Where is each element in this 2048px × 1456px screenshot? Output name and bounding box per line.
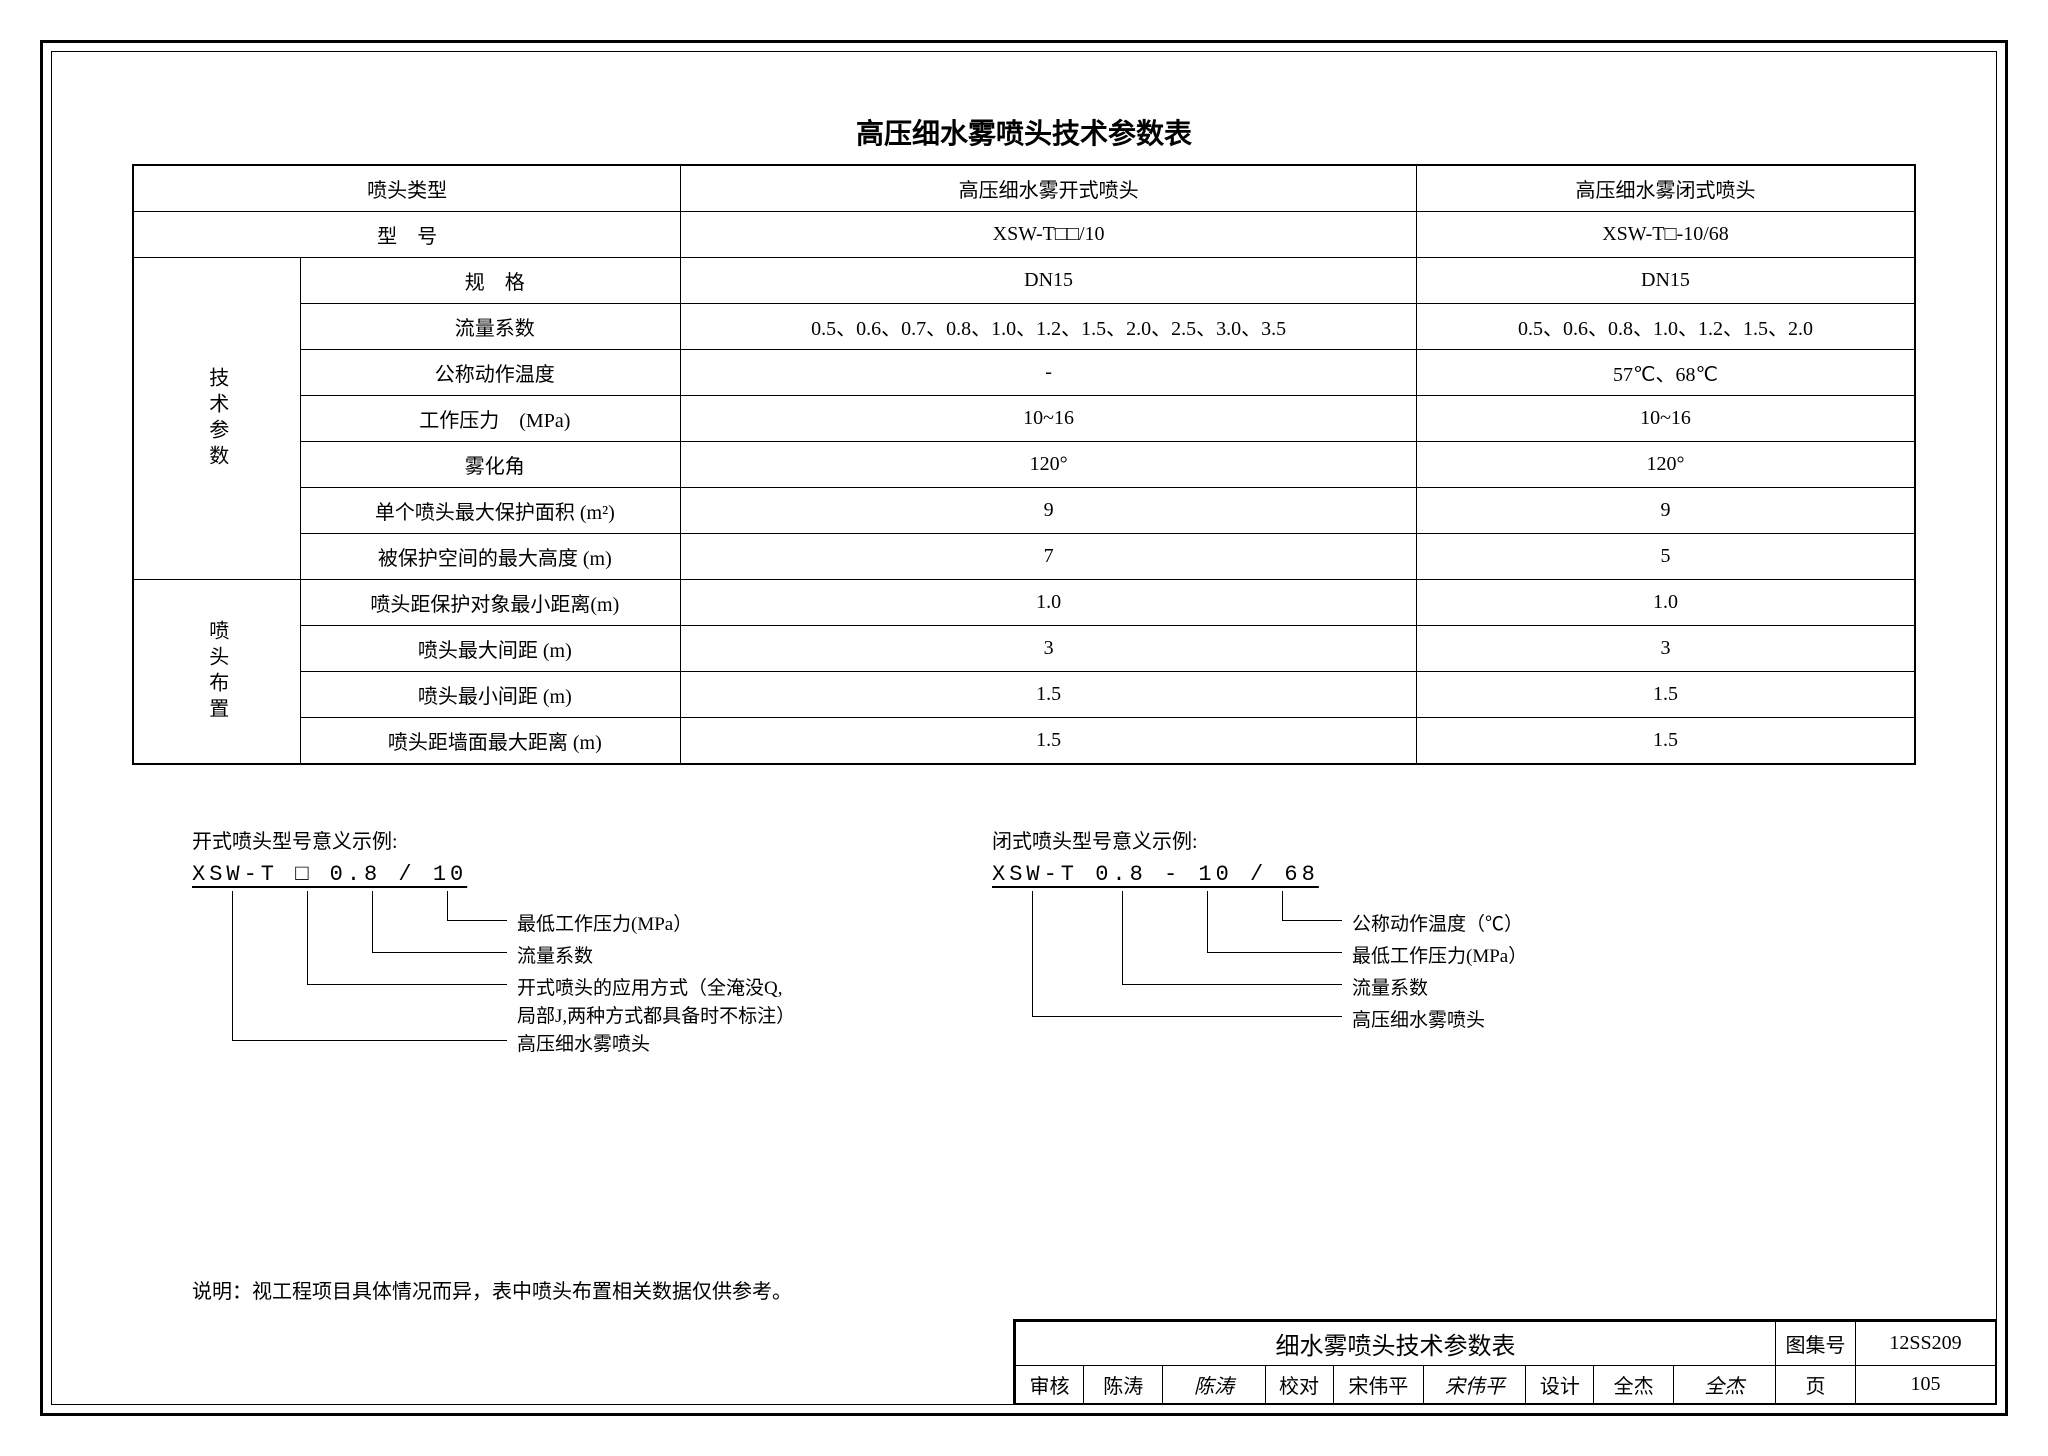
table-row: 喷头类型 高压细水雾开式喷头 高压细水雾闭式喷头 bbox=[133, 165, 1915, 212]
cell: 1.5 bbox=[1417, 718, 1916, 765]
table-row: 公称动作温度 - 57℃、68℃ bbox=[133, 350, 1915, 396]
row-label: 公称动作温度 bbox=[301, 350, 681, 396]
cell: 7 bbox=[681, 534, 1417, 580]
inner-frame: 高压细水雾喷头技术参数表 喷头类型 高压细水雾开式喷头 高压细水雾闭式喷头 型 … bbox=[51, 51, 1997, 1405]
document-title: 高压细水雾喷头技术参数表 bbox=[132, 112, 1916, 152]
table-row: 被保护空间的最大高度 (m) 7 5 bbox=[133, 534, 1915, 580]
cell: DN15 bbox=[1417, 258, 1916, 304]
table-row: 工作压力 (MPa) 10~16 10~16 bbox=[133, 396, 1915, 442]
table-row: 喷头布置 喷头距保护对象最小距离(m) 1.0 1.0 bbox=[133, 580, 1915, 626]
outer-frame: 高压细水雾喷头技术参数表 喷头类型 高压细水雾开式喷头 高压细水雾闭式喷头 型 … bbox=[40, 40, 2008, 1416]
leader-label: 高压细水雾喷头 bbox=[517, 1029, 650, 1056]
legend-closed-title: 闭式喷头型号意义示例: bbox=[992, 825, 1632, 854]
table-row: 喷头距墙面最大距离 (m) 1.5 1.5 bbox=[133, 718, 1915, 765]
tb-design-label: 设计 bbox=[1526, 1366, 1594, 1404]
tb-page-label: 页 bbox=[1776, 1366, 1856, 1404]
leader-label: 流量系数 bbox=[1352, 973, 1428, 1000]
legend-open: 开式喷头型号意义示例: XSW-T □ 0.8 / 10 最低工作压力(MPa）… bbox=[192, 825, 832, 1091]
cell: 3 bbox=[1417, 626, 1916, 672]
legend-closed: 闭式喷头型号意义示例: XSW-T 0.8 - 10 / 68 公称动作温度（℃… bbox=[992, 825, 1632, 1091]
leader-label: 最低工作压力(MPa） bbox=[517, 909, 692, 936]
cell: DN15 bbox=[681, 258, 1417, 304]
row-label: 被保护空间的最大高度 (m) bbox=[301, 534, 681, 580]
row-label: 工作压力 (MPa) bbox=[301, 396, 681, 442]
row-label: 单个喷头最大保护面积 (m²) bbox=[301, 488, 681, 534]
cell: 9 bbox=[681, 488, 1417, 534]
parameters-table: 喷头类型 高压细水雾开式喷头 高压细水雾闭式喷头 型 号 XSW-T□□/10 … bbox=[132, 164, 1916, 765]
leader-label: 开式喷头的应用方式（全淹没Q, bbox=[517, 973, 782, 1000]
tb-page-no: 105 bbox=[1856, 1366, 1996, 1404]
cell: 1.0 bbox=[681, 580, 1417, 626]
legend-closed-leaders: 公称动作温度（℃） 最低工作压力(MPa） 流量系数 高压细水雾喷头 bbox=[992, 891, 1632, 1091]
leader-label: 高压细水雾喷头 bbox=[1352, 1005, 1485, 1032]
group-nozzle-layout: 喷头布置 bbox=[133, 580, 301, 765]
header-model: 型 号 bbox=[133, 212, 681, 258]
row-label: 喷头距保护对象最小距离(m) bbox=[301, 580, 681, 626]
tb-sig3: 全杰 bbox=[1673, 1366, 1775, 1404]
row-label: 流量系数 bbox=[301, 304, 681, 350]
table-row: 单个喷头最大保护面积 (m²) 9 9 bbox=[133, 488, 1915, 534]
cell: 1.0 bbox=[1417, 580, 1916, 626]
tb-sig1: 陈涛 bbox=[1163, 1366, 1265, 1404]
cell: 3 bbox=[681, 626, 1417, 672]
row-label: 规 格 bbox=[301, 258, 681, 304]
model-open: XSW-T□□/10 bbox=[681, 212, 1417, 258]
cell: 1.5 bbox=[681, 718, 1417, 765]
tb-set-label: 图集号 bbox=[1776, 1322, 1856, 1366]
group-tech-params: 技术参数 bbox=[133, 258, 301, 580]
tb-check-label: 校对 bbox=[1265, 1366, 1333, 1404]
tb-sig2: 宋伟平 bbox=[1424, 1366, 1526, 1404]
header-closed: 高压细水雾闭式喷头 bbox=[1417, 165, 1916, 212]
header-nozzle-type: 喷头类型 bbox=[133, 165, 681, 212]
table-row: 流量系数 0.5、0.6、0.7、0.8、1.0、1.2、1.5、2.0、2.5… bbox=[133, 304, 1915, 350]
cell: 120° bbox=[681, 442, 1417, 488]
cell: 10~16 bbox=[1417, 396, 1916, 442]
cell: 10~16 bbox=[681, 396, 1417, 442]
row-label: 喷头最小间距 (m) bbox=[301, 672, 681, 718]
cell: 1.5 bbox=[1417, 672, 1916, 718]
tb-set-no: 12SS209 bbox=[1856, 1322, 1996, 1366]
legend-closed-code: XSW-T 0.8 - 10 / 68 bbox=[992, 862, 1632, 887]
cell: 1.5 bbox=[681, 672, 1417, 718]
legend-open-leaders: 最低工作压力(MPa） 流量系数 开式喷头的应用方式（全淹没Q, 局部J,两种方… bbox=[192, 891, 832, 1091]
table-row: 喷头最大间距 (m) 3 3 bbox=[133, 626, 1915, 672]
legend-area: 开式喷头型号意义示例: XSW-T □ 0.8 / 10 最低工作压力(MPa）… bbox=[132, 825, 1916, 1091]
legend-open-code: XSW-T □ 0.8 / 10 bbox=[192, 862, 832, 887]
leader-label: 局部J,两种方式都具备时不标注） bbox=[517, 1001, 795, 1028]
header-open: 高压细水雾开式喷头 bbox=[681, 165, 1417, 212]
tb-doc-title: 细水雾喷头技术参数表 bbox=[1016, 1322, 1776, 1366]
cell: 0.5、0.6、0.8、1.0、1.2、1.5、2.0 bbox=[1417, 304, 1916, 350]
leader-label: 流量系数 bbox=[517, 941, 593, 968]
tb-designer: 全杰 bbox=[1594, 1366, 1673, 1404]
legend-open-title: 开式喷头型号意义示例: bbox=[192, 825, 832, 854]
model-closed: XSW-T□-10/68 bbox=[1417, 212, 1916, 258]
cell: 120° bbox=[1417, 442, 1916, 488]
cell: 5 bbox=[1417, 534, 1916, 580]
tb-checker: 宋伟平 bbox=[1333, 1366, 1424, 1404]
cell: 9 bbox=[1417, 488, 1916, 534]
row-label: 喷头最大间距 (m) bbox=[301, 626, 681, 672]
tb-reviewer: 陈涛 bbox=[1084, 1366, 1163, 1404]
row-label: 雾化角 bbox=[301, 442, 681, 488]
table-row: 雾化角 120° 120° bbox=[133, 442, 1915, 488]
tb-review-label: 审核 bbox=[1016, 1366, 1084, 1404]
cell: 0.5、0.6、0.7、0.8、1.0、1.2、1.5、2.0、2.5、3.0、… bbox=[681, 304, 1417, 350]
leader-label: 最低工作压力(MPa） bbox=[1352, 941, 1527, 968]
table-row: 技术参数 规 格 DN15 DN15 bbox=[133, 258, 1915, 304]
note-text: 说明：视工程项目具体情况而异，表中喷头布置相关数据仅供参考。 bbox=[192, 1275, 792, 1304]
cell: - bbox=[681, 350, 1417, 396]
title-block: 细水雾喷头技术参数表 图集号 12SS209 审核 陈涛 陈涛 校对 宋伟平 宋… bbox=[1013, 1319, 1996, 1404]
leader-label: 公称动作温度（℃） bbox=[1352, 909, 1523, 936]
table-row: 喷头最小间距 (m) 1.5 1.5 bbox=[133, 672, 1915, 718]
table-row: 型 号 XSW-T□□/10 XSW-T□-10/68 bbox=[133, 212, 1915, 258]
row-label: 喷头距墙面最大距离 (m) bbox=[301, 718, 681, 765]
cell: 57℃、68℃ bbox=[1417, 350, 1916, 396]
